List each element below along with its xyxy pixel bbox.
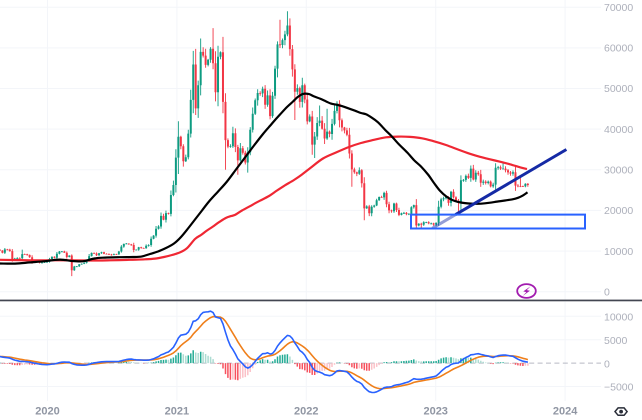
svg-text:0: 0 xyxy=(604,358,610,370)
svg-text:20000: 20000 xyxy=(604,205,633,217)
svg-text:2020: 2020 xyxy=(35,406,59,418)
svg-text:10000: 10000 xyxy=(604,312,633,324)
svg-text:50000: 50000 xyxy=(604,83,633,95)
svg-text:60000: 60000 xyxy=(604,43,633,55)
svg-text:70000: 70000 xyxy=(604,2,633,14)
svg-text:2021: 2021 xyxy=(165,406,189,418)
svg-text:30000: 30000 xyxy=(604,164,633,176)
svg-text:2022: 2022 xyxy=(294,406,318,418)
svg-text:5000: 5000 xyxy=(604,335,628,347)
svg-text:2024: 2024 xyxy=(553,406,578,418)
svg-text:−5000: −5000 xyxy=(604,382,634,394)
svg-text:10000: 10000 xyxy=(604,246,633,258)
svg-text:2023: 2023 xyxy=(423,406,447,418)
svg-text:0: 0 xyxy=(604,286,610,298)
svg-text:40000: 40000 xyxy=(604,124,633,136)
